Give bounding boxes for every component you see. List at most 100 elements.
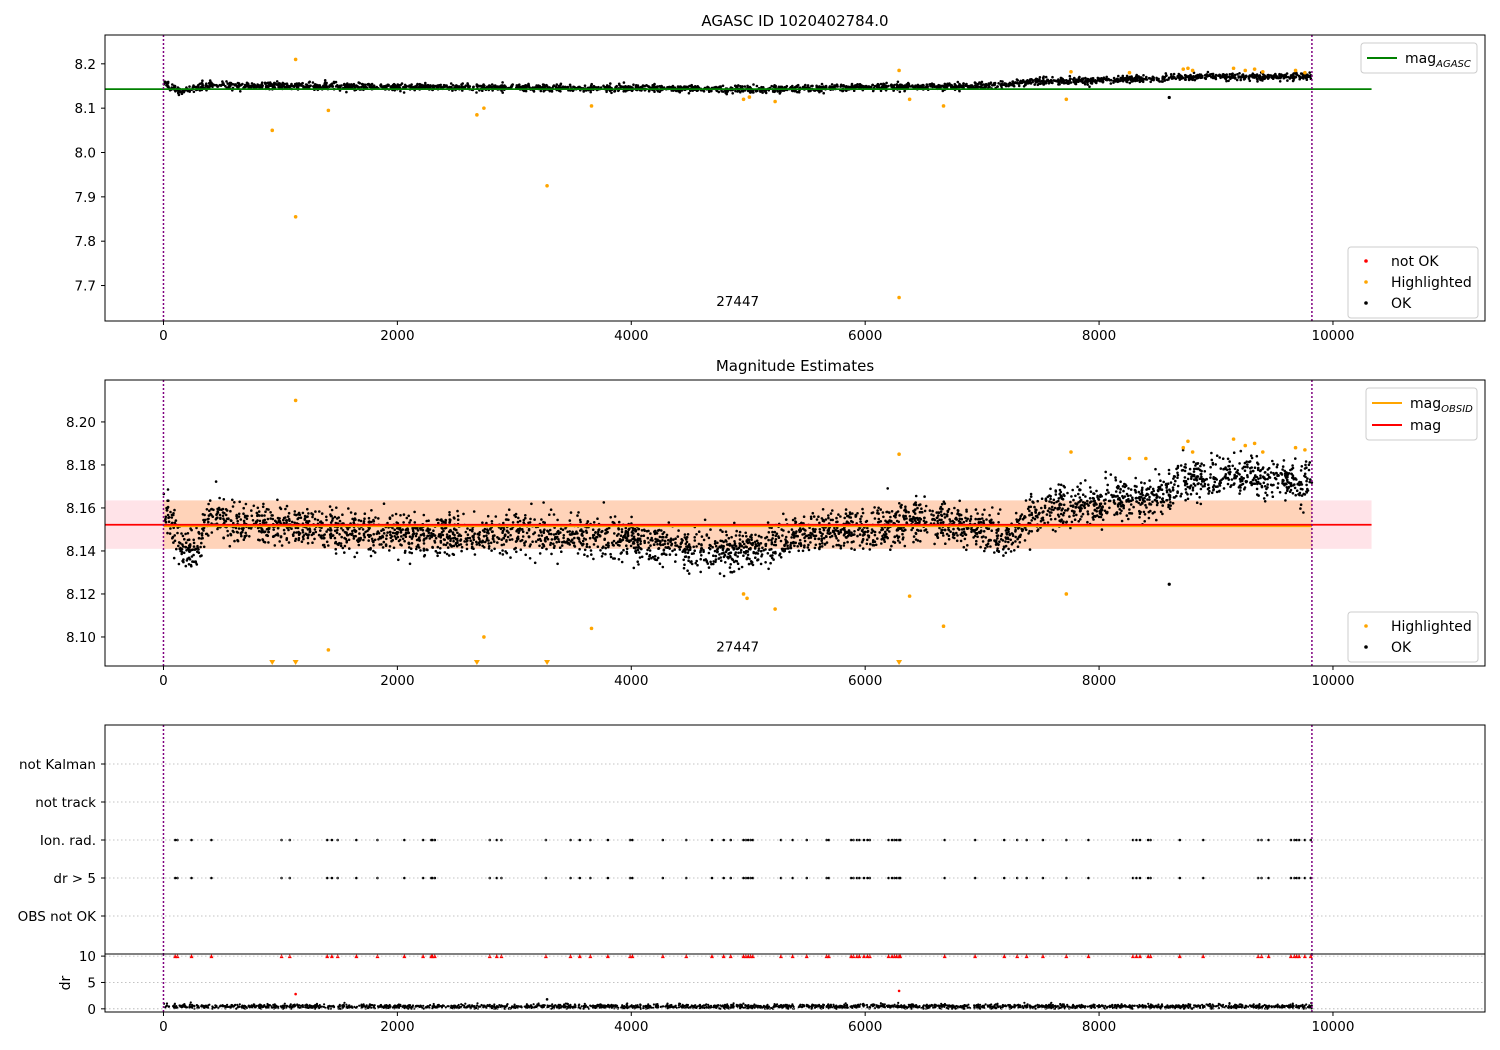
ok-point [207,534,210,537]
ok-point [1013,549,1016,552]
ok-point [1284,491,1288,495]
ok-point [410,542,414,545]
ok-point [592,84,596,88]
ok-point [1092,492,1095,495]
ok-point [1066,491,1069,495]
ok-point [1165,486,1168,489]
ok-point [941,89,945,93]
ok-point [426,534,429,538]
ok-point [1304,76,1308,80]
ok-point [516,520,520,524]
ok-point [409,547,413,550]
ok-point [767,567,770,571]
ok-point [947,537,951,541]
ok-point [687,572,691,575]
ok-point [820,537,824,540]
ok-point [519,539,522,543]
ok-point [1273,75,1277,79]
ok-point [1307,468,1311,472]
ok-point [290,520,294,524]
ok-point [609,82,612,85]
ok-point [1219,467,1223,470]
ok-point [637,533,640,537]
ok-point [191,560,194,563]
ok-point [658,539,661,543]
ok-point [929,84,932,88]
ok-point [1180,492,1183,496]
ok-point [1225,75,1228,79]
ok-point [941,84,944,88]
ok-point [334,547,338,551]
ok-point [1172,475,1176,478]
ok-point [686,569,689,572]
ok-point [322,534,325,537]
ok-point [1242,465,1246,469]
ok-point [615,84,618,88]
ok-point [956,512,959,516]
ok-point [213,83,216,87]
ok-point [1180,77,1183,80]
ok-point [597,530,600,534]
ok-point [658,535,662,539]
ok-point [646,548,649,552]
ok-point [647,541,650,544]
ok-point [1188,467,1192,471]
ok-point [997,82,1000,85]
ok-point [1023,81,1027,84]
ok-point [901,537,905,541]
ok-point [787,547,790,550]
ok-point [1176,484,1180,488]
ok-point [1285,482,1288,486]
ok-point [554,85,558,88]
ok-point [1244,74,1248,78]
ok-point [920,507,923,511]
ok-point [1041,511,1044,514]
ok-point [953,82,957,86]
ok-point [237,512,241,516]
ok-point [1199,464,1202,468]
ok-point [647,89,651,93]
ok-point [239,518,243,521]
ok-point [276,526,280,530]
ok-point [1128,508,1131,511]
ok-point [733,521,736,525]
ok-point [1195,501,1199,505]
ok-point [752,83,755,86]
ok-point [250,514,254,518]
ok-point [391,514,394,517]
ok-point [1021,517,1025,521]
ok-point [1048,500,1051,503]
ok-point [976,85,980,89]
ok-point [782,512,785,516]
ok-point [797,90,801,93]
ok-point [517,85,521,89]
ok-point [1156,78,1160,82]
ok-point [773,530,777,534]
ok-point [399,89,402,93]
ok-point [989,545,992,548]
y-tick-label: 7.9 [75,190,96,206]
ok-point [540,534,544,537]
ok-point [1239,480,1242,483]
ok-point [1164,72,1168,75]
ok-point [982,83,986,86]
ok-point [940,502,944,506]
ok-point [1298,491,1302,495]
ok-point [1184,491,1188,494]
ok-point [987,527,991,531]
ok-point [208,79,212,82]
ok-point [1113,502,1117,505]
ok-point [173,84,177,88]
ok-point [341,546,345,550]
ok-point [1037,82,1040,86]
ok-point [187,563,191,566]
ok-point [523,541,526,545]
ok-point [606,541,610,545]
ok-point [707,90,711,93]
ok-point [1143,513,1147,516]
ok-point [1136,77,1139,80]
ok-point [408,535,412,538]
ok-point [831,529,835,533]
ok-point [218,513,222,517]
ok-point [1058,79,1061,83]
